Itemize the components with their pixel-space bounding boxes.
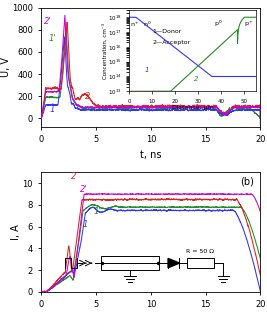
Text: 1: 1 [50,105,55,114]
Y-axis label: U, V: U, V [1,57,11,77]
Text: 2': 2' [80,185,87,194]
Text: 1': 1' [49,34,57,43]
Text: 1: 1 [83,220,88,229]
Text: 2': 2' [44,17,51,27]
X-axis label: t, ns: t, ns [140,150,162,160]
Text: (a): (a) [240,11,254,22]
Text: 1': 1' [94,207,101,216]
Text: 2: 2 [85,92,90,101]
Text: 2: 2 [71,172,76,181]
Text: (b): (b) [240,176,254,186]
Y-axis label: I, A: I, A [11,224,21,240]
